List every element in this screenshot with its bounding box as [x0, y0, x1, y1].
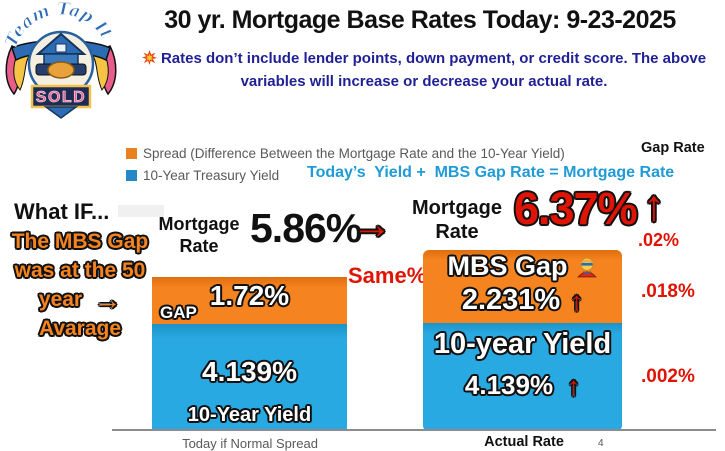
right-gap-label: MBS Gap — [447, 251, 568, 281]
what-if-heading: What IF... — [14, 199, 110, 224]
red-right-arrow-icon: → — [352, 203, 392, 247]
right-category-label: Actual Rate — [484, 434, 564, 450]
left-yield-label: 10-Year Yield — [187, 404, 312, 426]
collision-burst-icon — [141, 50, 157, 65]
left-bar-header: Mortgage Rate — [158, 214, 240, 256]
legend-spread-label: Spread (Difference Between the Mortgage … — [143, 146, 565, 161]
axis-footnote: 4 — [598, 438, 604, 449]
ribbon-left-yellow — [13, 51, 30, 91]
yield-up-arrow-icon: ↑ — [567, 370, 581, 401]
handshake-hands-icon — [47, 61, 75, 79]
red-up-arrow-icon: ↑ — [643, 182, 665, 230]
annotation-line-1: The MBS Gap — [11, 230, 149, 253]
rate-formula-text: Today’s Yield + MBS Gap Rate = Mortgage … — [307, 164, 675, 181]
right-bar-yield-segment: 10-year Yield 4.139% ↑ — [423, 323, 622, 430]
left-mortgage-rate-value: 5.86% — [250, 205, 362, 251]
left-category-label: Today if Normal Spread — [182, 436, 318, 451]
right-yield-value: 4.139% — [464, 370, 554, 400]
left-gap-value: 1.72% — [209, 280, 290, 311]
same-percent-note: Same% — [348, 263, 427, 288]
legend-item-treasury: 10-Year Treasury Yield — [126, 168, 279, 183]
right-gap-title-row: MBS Gap — [423, 251, 622, 282]
sold-banner-text: SOLD — [36, 89, 86, 106]
legend-treasury-label: 10-Year Treasury Yield — [143, 168, 280, 183]
team-tap-it-logo: SOLD Team Tap It — [2, 2, 117, 119]
house-window-icon — [55, 43, 67, 53]
left-yield-value: 4.139% — [202, 356, 297, 387]
right-mortgage-rate-value: 6.37% — [514, 183, 638, 234]
ribbon-right-yellow — [92, 51, 109, 91]
superhero-icon — [576, 257, 597, 277]
right-yield-value-row: 4.139% ↑ — [423, 370, 622, 401]
x-axis-line — [112, 429, 716, 431]
right-bar-header: Mortgage Rate — [412, 197, 502, 243]
yield-change: .002% — [641, 366, 695, 387]
orange-right-arrow-icon: → — [94, 284, 122, 315]
legend-item-spread: Spread (Difference Between the Mortgage … — [126, 146, 565, 161]
left-gap-label: GAP — [160, 303, 197, 322]
left-bar-yield-segment: 4.139% 10-Year Yield — [152, 324, 347, 430]
gap-rate-change: .018% — [641, 281, 695, 302]
annotation-line-3-text: year — [38, 288, 83, 311]
mbs-gap-annotation: The MBS Gap was at the 50 year → Avarage — [4, 227, 156, 343]
annotation-line-3: year → — [4, 285, 156, 314]
disclaimer-text-block: Rates don’t include lender points, down … — [135, 48, 713, 93]
mortgage-rate-change: .02% — [638, 230, 680, 250]
right-yield-label: 10-year Yield — [433, 328, 612, 360]
banner-chevron — [43, 106, 79, 119]
left-bar-spread-segment: 1.72% GAP — [152, 277, 347, 324]
whiteout-patch — [118, 205, 164, 217]
annotation-line-4: Avarage — [38, 317, 122, 340]
gap-up-arrow-icon: ↑ — [570, 285, 584, 316]
right-gap-value: 2.231% — [461, 284, 561, 316]
spread-swatch-icon — [126, 148, 137, 159]
annotation-line-2: was at the 50 — [14, 259, 146, 282]
gap-rate-heading: Gap Rate — [641, 140, 705, 156]
page-title: 30 yr. Mortgage Base Rates Today: 9-23-2… — [164, 6, 676, 34]
right-gap-value-row: 2.231% ↑ — [423, 284, 622, 317]
treasury-swatch-icon — [126, 170, 137, 181]
disclaimer-text: Rates don’t include lender points, down … — [160, 50, 707, 90]
right-bar-spread-segment: MBS Gap 2.231% ↑ — [423, 250, 622, 323]
